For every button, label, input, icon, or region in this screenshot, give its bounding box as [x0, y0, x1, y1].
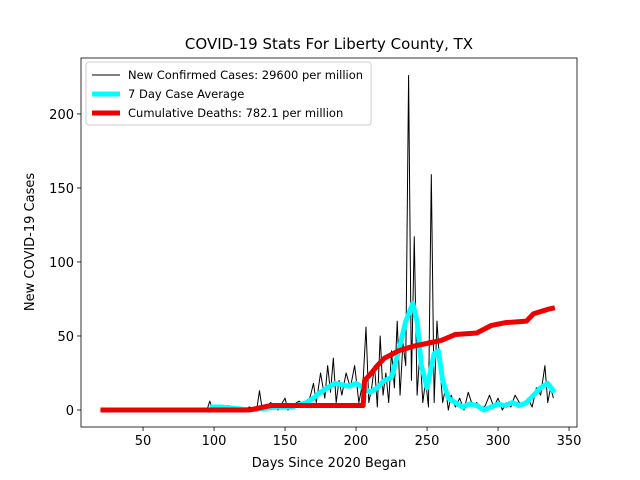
x-tick-label: 250: [415, 434, 440, 449]
legend-label: Cumulative Deaths: 782.1 per million: [128, 106, 343, 120]
y-tick-label: 50: [57, 330, 74, 345]
plot-lines: [100, 74, 557, 413]
x-tick-label: 100: [202, 434, 227, 449]
series-line: [209, 300, 557, 413]
legend: New Confirmed Cases: 29600 per million 7 …: [85, 61, 372, 126]
legend-box: [85, 61, 372, 126]
x-tick-label: 350: [557, 434, 582, 449]
plot-frame: [80, 57, 578, 428]
x-tick-label: 300: [486, 434, 511, 449]
chart-title: COVID-19 Stats For Liberty County, TX: [185, 35, 473, 53]
y-tick-label: 150: [49, 182, 74, 197]
x-tick-label: 50: [135, 434, 152, 449]
series-line: [100, 305, 556, 413]
x-tick-label: 200: [344, 434, 369, 449]
y-tick-label: 0: [66, 404, 74, 419]
x-axis-label: Days Since 2020 Began: [252, 456, 407, 471]
y-axis-label: New COVID-19 Cases: [23, 173, 38, 311]
legend-label: New Confirmed Cases: 29600 per million: [128, 68, 363, 82]
y-tick-label: 200: [49, 108, 74, 123]
y-tick-label: 100: [49, 256, 74, 271]
x-tick-label: 150: [273, 434, 298, 449]
legend-label: 7 Day Case Average: [128, 87, 244, 101]
